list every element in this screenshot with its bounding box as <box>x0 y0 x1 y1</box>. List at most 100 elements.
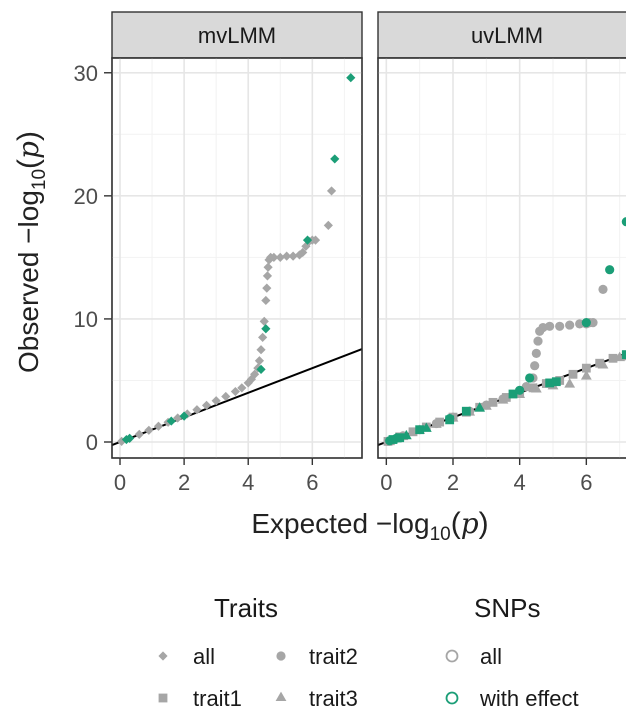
x-tick-label: 6 <box>580 470 592 495</box>
strip-mvlmm <box>111 11 363 59</box>
point-mvlmm-all-all <box>254 356 265 366</box>
grid-mvlmm <box>112 58 362 458</box>
point-uvlmm-trait1-with-effect <box>551 377 561 387</box>
point-mvlmm-all-with-effect <box>346 73 356 83</box>
point-mvlmm-all-with-effect <box>179 411 189 421</box>
point-mvlmm-all-all <box>301 241 311 251</box>
point-uvlmm-trait2-all <box>533 336 543 346</box>
point-mvlmm-all-with-effect <box>302 235 313 245</box>
strip-label-mvlmm: mvLMM <box>198 23 276 48</box>
legend-key-trait3 <box>275 691 287 702</box>
point-uvlmm-trait2-all <box>531 348 541 358</box>
point-mvlmm-all-all <box>262 283 272 293</box>
strip-label-uvlmm: uvLMM <box>471 23 543 48</box>
point-uvlmm-trait3-with-effect <box>474 402 486 412</box>
point-mvlmm-all-all <box>221 391 231 402</box>
point-uvlmm-trait1-with-effect <box>508 389 518 399</box>
point-mvlmm-all-with-effect <box>330 154 340 164</box>
point-uvlmm-trait2-all <box>598 284 608 294</box>
legend-key-all <box>158 651 168 661</box>
panel-uvlmm: uvLMM <box>377 11 626 459</box>
strip-uvlmm <box>377 11 626 59</box>
point-mvlmm-all-all <box>269 252 279 262</box>
point-uvlmm-trait3-all <box>580 370 592 380</box>
point-uvlmm-trait2-all <box>555 321 565 331</box>
point-mvlmm-all-all <box>259 316 269 326</box>
x-axis-title: Expected −log10(p) <box>251 507 488 545</box>
point-mvlmm-all-with-effect <box>256 364 266 374</box>
points-mvlmm <box>117 73 356 446</box>
point-uvlmm-trait2-all <box>545 321 555 331</box>
point-uvlmm-trait1-all <box>408 427 418 437</box>
x-tick-label: 4 <box>242 470 254 495</box>
point-mvlmm-all-with-effect <box>261 324 271 334</box>
point-uvlmm-trait3-with-effect <box>400 429 412 440</box>
legend-item-trait2: trait2 <box>309 644 358 669</box>
point-uvlmm-trait2-all <box>588 318 598 328</box>
point-uvlmm-trait2-all <box>431 418 441 429</box>
y-tick-label: 20 <box>74 184 98 209</box>
point-uvlmm-trait2-with-effect <box>525 373 535 383</box>
point-uvlmm-trait2-with-effect <box>445 414 455 424</box>
legend-traits: Traits all trait2 trait1 trait3 <box>158 593 358 710</box>
y-tick-label: 30 <box>74 61 98 86</box>
point-uvlmm-trait1-all <box>581 363 591 373</box>
legend-item-snps-all: all <box>480 644 502 669</box>
x-tick-label: 6 <box>306 470 318 495</box>
legend-snps-title: SNPs <box>474 593 540 623</box>
point-uvlmm-trait2-all <box>481 400 491 410</box>
y-axis-title: Observed −log10(p) <box>12 131 50 373</box>
legend-traits-keys <box>158 651 287 703</box>
point-uvlmm-trait2-with-effect <box>605 265 615 275</box>
point-mvlmm-all-all <box>144 425 154 435</box>
point-uvlmm-trait1-all <box>568 369 578 379</box>
point-mvlmm-all-all <box>201 400 212 410</box>
points-uvlmm <box>383 217 626 446</box>
reference-line-mvlmm <box>111 348 363 447</box>
legend-snps: SNPs all with effect <box>445 593 579 710</box>
point-uvlmm-trait2-all <box>565 320 575 330</box>
point-mvlmm-all-all <box>326 186 337 196</box>
point-uvlmm-trait2-with-effect <box>621 217 626 227</box>
point-mvlmm-all-all <box>261 295 271 306</box>
point-mvlmm-all-all <box>298 247 308 258</box>
point-mvlmm-all-with-effect <box>166 416 176 426</box>
y-tick-labels: 0 10 20 30 <box>74 61 112 455</box>
legend-traits-title: Traits <box>214 593 278 623</box>
point-uvlmm-trait1-with-effect <box>621 350 626 360</box>
y-tick-label: 10 <box>74 307 98 332</box>
point-uvlmm-trait1-all <box>488 397 498 407</box>
legend-item-trait1: trait1 <box>193 686 242 710</box>
point-uvlmm-trait2-with-effect <box>515 385 525 395</box>
point-mvlmm-all-all <box>250 369 260 379</box>
point-uvlmm-trait3-all <box>564 378 576 388</box>
point-uvlmm-trait2-with-effect <box>391 433 401 443</box>
x-tick-label: 4 <box>514 470 526 495</box>
point-mvlmm-all-all <box>237 383 247 393</box>
point-mvlmm-all-all <box>153 421 164 431</box>
y-tick-label: 0 <box>86 430 98 455</box>
point-mvlmm-all-all <box>134 429 144 439</box>
x-tick-label: 0 <box>380 470 392 495</box>
legend-item-all: all <box>193 644 215 669</box>
point-uvlmm-trait3-all <box>530 383 542 393</box>
legend-key-trait1 <box>158 693 168 703</box>
point-mvlmm-all-all <box>230 386 240 397</box>
legend-key-snps-with-effect <box>445 691 459 705</box>
point-uvlmm-trait3-with-effect <box>420 422 432 432</box>
legend-key-trait2 <box>276 651 286 661</box>
point-mvlmm-all-all <box>262 271 273 281</box>
point-uvlmm-trait1-with-effect <box>545 378 555 388</box>
point-mvlmm-all-all <box>288 251 298 261</box>
point-uvlmm-trait1-with-effect <box>415 425 425 435</box>
point-uvlmm-trait3-all <box>597 359 609 369</box>
point-uvlmm-trait1-all <box>608 353 618 363</box>
x-tick-label: 0 <box>114 470 126 495</box>
point-uvlmm-trait1-all <box>528 383 538 393</box>
point-mvlmm-all-all <box>211 396 221 406</box>
point-uvlmm-trait1-with-effect <box>461 406 471 416</box>
x-tick-label: 2 <box>447 470 459 495</box>
point-mvlmm-all-all <box>323 220 333 230</box>
point-uvlmm-trait2-all <box>498 394 508 404</box>
